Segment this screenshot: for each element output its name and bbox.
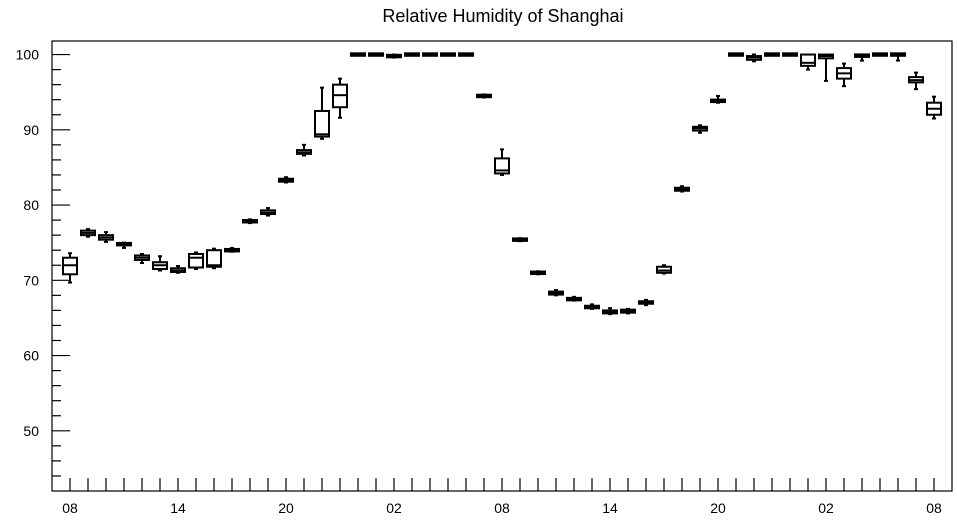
box-plot — [188, 251, 204, 271]
x-tick-label: 14 — [602, 500, 618, 516]
box-series — [62, 52, 942, 316]
box-plot — [548, 289, 564, 297]
x-tick-label: 02 — [386, 500, 402, 516]
box-plot — [440, 52, 456, 57]
box-plot — [332, 77, 348, 119]
box-plot — [368, 52, 384, 57]
box-plot — [908, 71, 924, 91]
box-plot — [710, 94, 726, 104]
box-plot — [728, 52, 744, 57]
box-plot — [656, 264, 672, 275]
x-tick-label: 20 — [278, 500, 294, 516]
box-plot — [278, 176, 294, 184]
box-plot — [890, 52, 906, 62]
box-plot — [764, 52, 780, 57]
y-tick-label: 90 — [23, 122, 39, 138]
box-plot — [98, 231, 114, 243]
x-tick-label: 08 — [62, 500, 78, 516]
box-plot — [566, 295, 582, 302]
box-plot — [458, 52, 474, 57]
x-axis: 08 14 20 02 08 14 20 02 08 — [62, 478, 942, 516]
box-plot — [512, 237, 528, 243]
y-tick-label: 80 — [23, 197, 39, 213]
chart-title: Relative Humidity of Shanghai — [382, 6, 623, 26]
box-plot — [242, 218, 258, 225]
box-plot — [224, 246, 240, 253]
box-plot — [836, 62, 852, 88]
box-plot — [782, 52, 798, 57]
box-plot — [530, 270, 546, 276]
box-plot — [674, 185, 690, 193]
x-tick-label: 08 — [494, 500, 510, 516]
box-plot — [314, 86, 330, 140]
box-plot — [584, 303, 600, 310]
plot-frame — [51, 40, 953, 492]
x-tick-label: 02 — [818, 500, 834, 516]
box-plot — [404, 52, 420, 57]
box-plot — [620, 307, 636, 315]
box-plot — [170, 265, 186, 274]
box-rect — [314, 109, 330, 138]
box-plot — [602, 307, 618, 316]
x-tick-label: 14 — [170, 500, 186, 516]
y-tick-label: 100 — [16, 47, 40, 63]
x-tick-label: 20 — [710, 500, 726, 516]
box-plot — [926, 95, 942, 120]
y-axis: 50 60 70 80 90 100 — [16, 47, 70, 477]
box-plot — [62, 252, 78, 284]
y-tick-label: 60 — [23, 348, 39, 364]
box-plot — [638, 298, 654, 307]
box-plot — [800, 53, 816, 71]
box-plot — [872, 52, 888, 57]
y-tick-label: 70 — [23, 272, 39, 288]
box-plot — [746, 53, 762, 63]
box-plot — [386, 53, 402, 59]
box-plot — [134, 252, 150, 264]
box-plot — [476, 93, 492, 99]
box-rect — [206, 249, 222, 268]
box-plot — [152, 255, 168, 272]
box-plot — [854, 53, 870, 62]
x-tick-label: 08 — [926, 500, 942, 516]
box-plot — [350, 52, 366, 57]
box-plot — [494, 148, 510, 176]
box-plot — [692, 124, 708, 134]
box-rect — [188, 252, 204, 269]
box-rect — [800, 53, 816, 67]
box-plot — [818, 53, 834, 82]
box-plot — [260, 207, 276, 217]
box-plot — [422, 52, 438, 57]
box-plot — [116, 241, 132, 249]
box-rect — [494, 157, 510, 175]
box-plot — [80, 228, 96, 238]
box-plot — [206, 247, 222, 270]
y-tick-label: 50 — [23, 423, 39, 439]
box-plot — [296, 143, 312, 157]
